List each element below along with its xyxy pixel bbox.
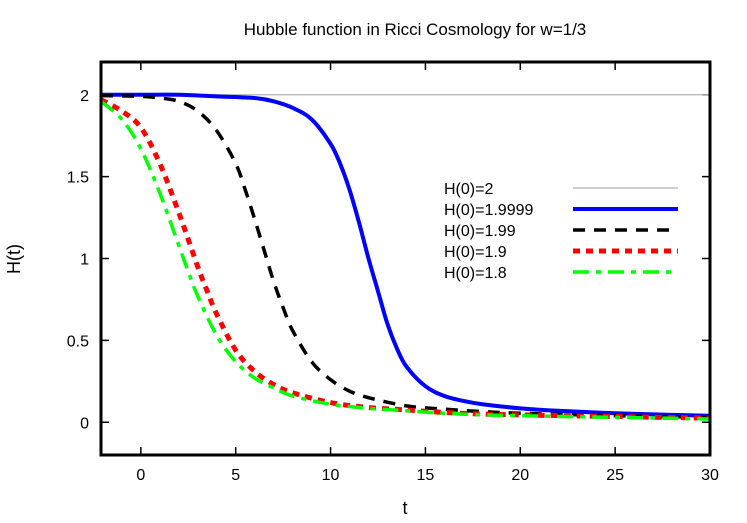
series-line: [101, 97, 710, 421]
series-line: [101, 99, 710, 421]
x-tick-label: 20: [511, 467, 529, 484]
legend-label: H(0)=1.9: [444, 244, 507, 261]
series-line: [101, 93, 710, 420]
x-tick-label: 5: [231, 467, 240, 484]
x-tick-label: 15: [417, 467, 435, 484]
plot-frame: [99, 60, 712, 457]
x-tick-label: 10: [322, 467, 340, 484]
x-tick-label: 0: [136, 467, 145, 484]
y-tick-label: 2: [80, 88, 89, 105]
y-tick-label: 0.5: [67, 333, 89, 350]
y-tick-label: 1: [80, 252, 89, 269]
chart-title: Hubble function in Ricci Cosmology for w…: [244, 20, 587, 39]
legend: H(0)=2 H(0)=1.9999 H(0)=1.99 H(0)=1.9 H(0)=1…: [444, 181, 678, 282]
y-axis-label: H(t): [4, 244, 24, 274]
legend-label: H(0)=1.8: [444, 265, 507, 282]
x-tick-label: 30: [701, 467, 719, 484]
y-tick-label: 0: [80, 415, 89, 432]
series-line: [101, 92, 710, 418]
x-axis-label: t: [402, 498, 407, 518]
plot-area: 0 5 10 15 20 25 30 0 0.5 1 1.5 2: [67, 62, 719, 484]
legend-label: H(0)=2: [444, 181, 493, 198]
legend-label: H(0)=1.99: [444, 223, 516, 240]
y-tick-label: 1.5: [67, 170, 89, 187]
legend-label: H(0)=1.9999: [444, 202, 533, 219]
x-tick-label: 25: [606, 467, 624, 484]
